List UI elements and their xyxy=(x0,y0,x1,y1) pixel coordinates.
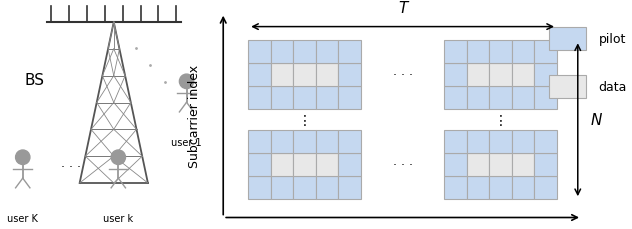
Bar xyxy=(549,76,586,98)
Text: · · ·: · · · xyxy=(392,158,413,171)
Bar xyxy=(270,131,293,153)
Bar xyxy=(512,131,535,153)
Bar xyxy=(512,64,535,87)
Text: pilot: pilot xyxy=(599,33,626,45)
Bar xyxy=(338,176,361,199)
Bar xyxy=(270,153,293,176)
Bar xyxy=(535,87,557,110)
Bar xyxy=(444,87,467,110)
Bar xyxy=(489,131,512,153)
Bar xyxy=(467,153,489,176)
Bar xyxy=(293,41,316,64)
Text: BS: BS xyxy=(24,73,44,88)
Bar xyxy=(489,64,512,87)
Bar xyxy=(535,153,557,176)
Bar xyxy=(512,41,535,64)
Text: N: N xyxy=(590,113,602,128)
Bar xyxy=(338,41,361,64)
Bar xyxy=(512,176,535,199)
Bar xyxy=(444,64,467,87)
Bar xyxy=(248,87,270,110)
Bar xyxy=(270,176,293,199)
Bar xyxy=(489,153,512,176)
Bar xyxy=(467,131,489,153)
Text: T: T xyxy=(398,1,407,16)
Bar xyxy=(489,41,512,64)
Text: Subcarrier index: Subcarrier index xyxy=(188,64,200,167)
Bar xyxy=(444,176,467,199)
Bar xyxy=(512,87,535,110)
Bar xyxy=(270,64,293,87)
Bar xyxy=(316,131,338,153)
Bar xyxy=(293,87,316,110)
Bar xyxy=(338,64,361,87)
Bar xyxy=(535,176,557,199)
Bar xyxy=(316,41,338,64)
Text: user 1: user 1 xyxy=(171,137,202,147)
Bar xyxy=(293,64,316,87)
Bar xyxy=(467,176,489,199)
Bar xyxy=(248,64,270,87)
Text: · · ·: · · · xyxy=(61,161,80,174)
Bar xyxy=(248,153,270,176)
Bar xyxy=(467,87,489,110)
Bar xyxy=(316,64,338,87)
Text: · · ·: · · · xyxy=(392,69,413,82)
Bar xyxy=(489,176,512,199)
Bar xyxy=(270,41,293,64)
Bar xyxy=(248,131,270,153)
Text: ⋮: ⋮ xyxy=(494,113,507,127)
Bar xyxy=(316,87,338,110)
Text: user K: user K xyxy=(8,213,38,223)
Text: ⋮: ⋮ xyxy=(298,113,312,127)
Bar xyxy=(512,153,535,176)
Bar xyxy=(316,176,338,199)
Bar xyxy=(444,153,467,176)
Bar xyxy=(270,87,293,110)
Bar xyxy=(293,153,316,176)
Circle shape xyxy=(16,150,30,165)
Circle shape xyxy=(179,75,194,89)
Bar xyxy=(467,41,489,64)
Bar xyxy=(293,176,316,199)
Bar xyxy=(489,87,512,110)
Bar xyxy=(248,176,270,199)
Bar xyxy=(535,41,557,64)
Text: data: data xyxy=(599,81,627,93)
Bar xyxy=(338,153,361,176)
Bar xyxy=(248,41,270,64)
Bar xyxy=(549,27,586,50)
Bar xyxy=(444,41,467,64)
Bar xyxy=(338,131,361,153)
Bar xyxy=(535,131,557,153)
Bar xyxy=(467,64,489,87)
Bar xyxy=(535,64,557,87)
Bar xyxy=(293,131,316,153)
Bar xyxy=(338,87,361,110)
Bar xyxy=(316,153,338,176)
Bar xyxy=(444,131,467,153)
Circle shape xyxy=(111,150,126,165)
Text: user k: user k xyxy=(103,213,133,223)
